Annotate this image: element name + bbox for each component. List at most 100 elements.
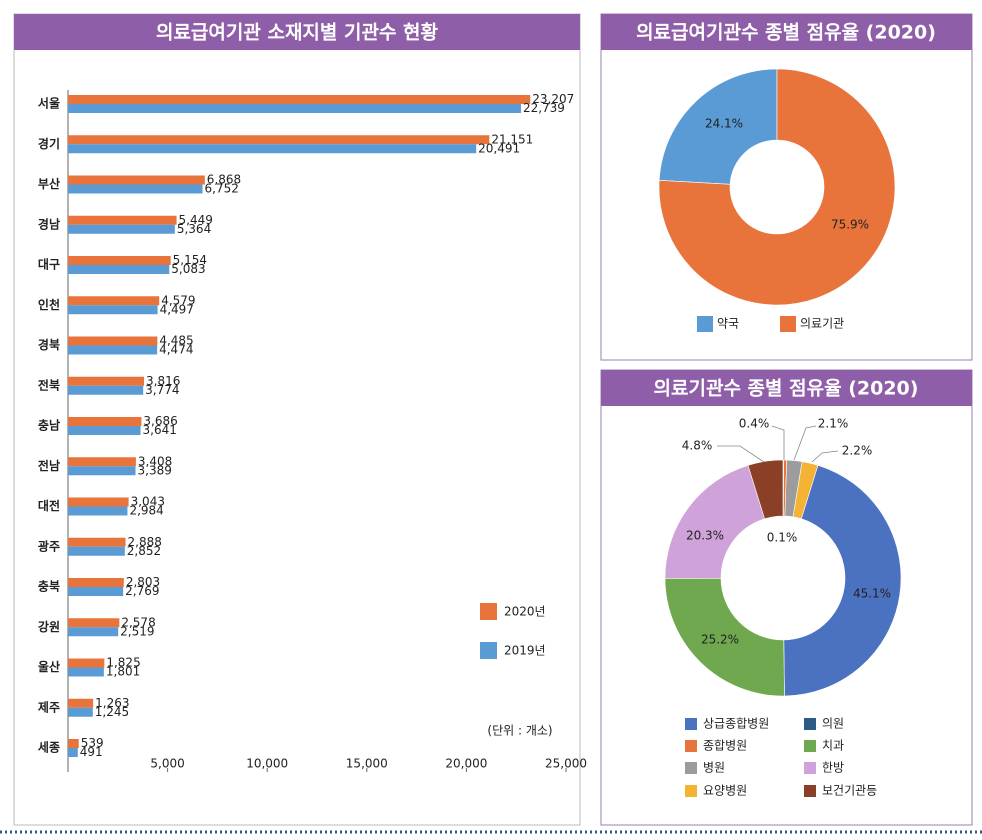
bar: [68, 497, 129, 507]
legend-swatch: [685, 762, 697, 774]
chart-title: 의료급여기관 소재지별 기관수 현황: [156, 21, 439, 44]
data-label: 2,984: [129, 504, 163, 518]
data-label: 491: [80, 745, 103, 759]
legend-swatch: [685, 718, 697, 730]
y-tick-label: 대구: [38, 258, 60, 272]
data-label: 25.2%: [701, 633, 739, 647]
data-label: 6,752: [204, 182, 238, 196]
x-tick-label: 15,000: [346, 757, 388, 771]
bar: [68, 457, 136, 467]
bar: [68, 256, 171, 265]
data-label: 3,816: [146, 374, 180, 388]
bar: [68, 175, 205, 185]
y-tick-label: 광주: [38, 538, 60, 553]
data-label: 2,803: [126, 575, 160, 589]
y-tick-label: 충북: [38, 579, 60, 594]
y-tick-label: 대전: [38, 498, 60, 513]
annotation: (단위 : 개소): [487, 724, 552, 738]
bar: [68, 95, 531, 104]
slice: [658, 68, 778, 185]
legend-label: 약국: [717, 316, 739, 331]
panel: [600, 13, 973, 361]
bar: [68, 296, 160, 306]
slice: [658, 68, 896, 306]
data-label: 20,491: [478, 141, 520, 155]
legend-swatch: [480, 642, 497, 659]
bar: [68, 426, 141, 435]
data-label: 4.8%: [682, 439, 713, 453]
data-label: 2,519: [120, 624, 154, 638]
legend-swatch: [685, 740, 697, 752]
bar: [68, 658, 105, 668]
x-tick-label: 25,000: [545, 757, 587, 771]
y-tick-label: 전남: [38, 458, 60, 473]
data-label: 2.2%: [842, 444, 873, 458]
data-label: 1,263: [95, 696, 129, 710]
legend-swatch: [480, 603, 497, 620]
data-label: 2,888: [128, 535, 162, 549]
data-label: 0.4%: [739, 417, 770, 431]
bar: [68, 184, 203, 194]
bar: [68, 667, 104, 677]
y-tick-label: 울산: [38, 659, 60, 674]
panel: [600, 369, 973, 826]
bar: [68, 698, 94, 708]
x-tick-label: 5,000: [150, 757, 184, 771]
data-label: 6,868: [207, 173, 241, 187]
bar: [68, 135, 490, 145]
y-tick-label: 세종: [38, 740, 60, 755]
bar: [68, 537, 126, 547]
leader-line: [717, 445, 765, 463]
data-label: 24.1%: [705, 117, 743, 131]
bar: [68, 466, 136, 476]
leader-line: [793, 425, 817, 461]
legend-label: 병원: [703, 761, 725, 775]
bar: [68, 345, 158, 355]
legend-label: 치과: [822, 739, 844, 753]
legend-swatch: [804, 718, 816, 730]
data-label: 4,579: [161, 293, 195, 307]
data-label: 4,474: [159, 343, 193, 357]
data-label: 3,686: [143, 414, 177, 428]
y-tick-label: 경남: [38, 216, 60, 231]
legend-label: 종합병원: [703, 739, 747, 753]
data-label: 2,769: [125, 584, 159, 598]
data-label: 1,801: [106, 665, 140, 679]
data-label: 0.1%: [767, 531, 798, 545]
data-label: 2.1%: [818, 417, 849, 431]
bar: [68, 739, 79, 748]
y-tick-label: 인천: [38, 297, 60, 312]
slice: [783, 464, 902, 697]
data-label: 3,641: [143, 423, 177, 437]
legend-label: 한방: [822, 761, 844, 775]
bar: [68, 305, 158, 315]
legend-swatch: [697, 316, 713, 332]
bar: [68, 546, 125, 556]
bar: [68, 385, 144, 395]
x-tick-label: 10,000: [246, 757, 288, 771]
title-bar: [14, 14, 580, 50]
bar: [68, 265, 170, 274]
bar: [68, 104, 521, 113]
y-tick-label: 부산: [38, 176, 60, 191]
data-label: 23,207: [532, 92, 574, 106]
legend-label: 의료기관: [800, 317, 844, 331]
bar: [68, 618, 120, 628]
data-label: 3,389: [138, 463, 172, 477]
bar: [68, 376, 145, 386]
chart-title: 의료기관수 종별 점유율 (2020): [654, 378, 919, 400]
bar: [68, 144, 477, 154]
legend-label: 2020년: [504, 605, 546, 619]
data-label: 5,154: [173, 253, 207, 267]
data-label: 4,497: [160, 302, 194, 316]
data-label: 45.1%: [853, 587, 891, 601]
y-tick-label: 제주: [38, 700, 60, 714]
legend-label: 보건기관등: [822, 784, 877, 798]
legend-swatch: [804, 785, 816, 797]
x-tick-label: 20,000: [445, 757, 487, 771]
legend-swatch: [804, 740, 816, 752]
data-label: 22,739: [523, 101, 565, 115]
title-bar: [601, 14, 972, 50]
legend-label: 요양병원: [703, 784, 747, 798]
